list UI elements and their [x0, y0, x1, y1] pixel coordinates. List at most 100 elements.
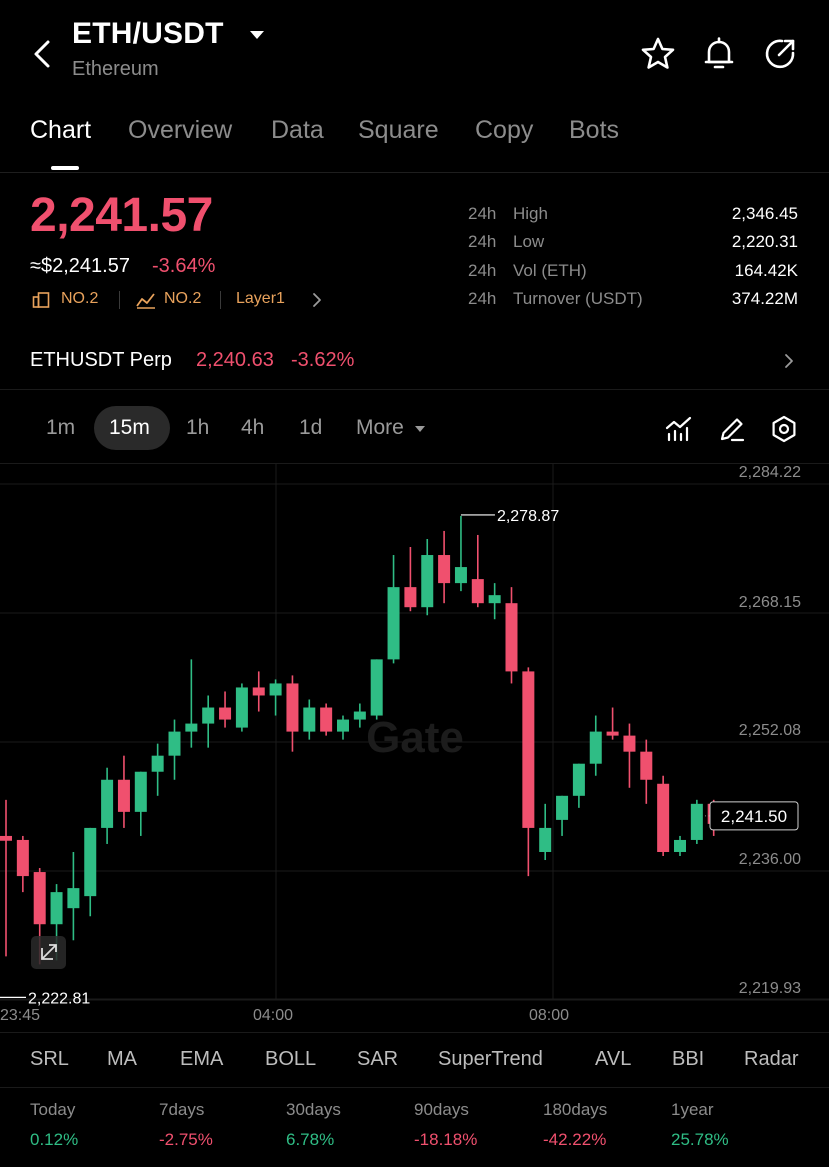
- candle: [235, 683, 248, 732]
- draw-pencil-icon[interactable]: [717, 414, 747, 444]
- indicator-radar[interactable]: Radar: [744, 1048, 799, 1070]
- divider: [0, 1087, 829, 1088]
- divider: [119, 291, 120, 309]
- indicator-avl[interactable]: AVL: [595, 1048, 632, 1070]
- candle: [134, 771, 147, 836]
- candle-body: [623, 735, 636, 752]
- indicator-ema[interactable]: EMA: [180, 1048, 224, 1070]
- candle: [539, 803, 552, 861]
- category-tag[interactable]: Layer1: [236, 290, 285, 307]
- candle-body: [640, 751, 653, 780]
- candle-body: [337, 719, 349, 732]
- candle: [674, 835, 686, 857]
- candle: [640, 739, 653, 804]
- candle: [387, 555, 400, 664]
- tab-overview[interactable]: Overview: [128, 116, 233, 144]
- candle-body: [286, 683, 299, 732]
- candlestick-chart[interactable]: Gate 2,278.87 2,222.81 2,241.50 2,284.22 2…: [0, 464, 829, 1034]
- candle-body: [454, 567, 467, 584]
- volume-rank[interactable]: NO.2: [164, 290, 202, 307]
- stat-period: 24h: [468, 232, 497, 251]
- x-tick: 04:00: [253, 1007, 294, 1024]
- indicator-bbi[interactable]: BBI: [672, 1048, 705, 1070]
- y-tick: 2,252.08: [738, 722, 801, 739]
- candle-body: [370, 659, 383, 716]
- share-icon[interactable]: [762, 36, 798, 72]
- candle: [337, 715, 349, 740]
- caret-down-icon[interactable]: [413, 424, 427, 434]
- active-tab-indicator: [51, 166, 79, 170]
- trend-rank-icon: [136, 293, 155, 309]
- candle: [67, 851, 80, 941]
- indicator-ma[interactable]: MA: [107, 1048, 137, 1070]
- tab-square[interactable]: Square: [358, 116, 439, 144]
- chart-canvas[interactable]: Gate 2,278.87 2,222.81 2,241.50: [0, 464, 829, 1034]
- expand-icon[interactable]: [31, 936, 66, 969]
- candle: [16, 835, 29, 893]
- tab-chart[interactable]: Chart: [30, 116, 92, 144]
- perf-value: 0.12%: [30, 1130, 79, 1149]
- candle: [421, 538, 434, 616]
- indicator-icon[interactable]: [664, 414, 694, 444]
- stat-label-low: Low: [513, 232, 545, 251]
- candle: [219, 691, 232, 728]
- y-tick: 2,236.00: [738, 851, 801, 868]
- candle-body: [657, 783, 670, 852]
- interval-more[interactable]: More: [356, 416, 404, 439]
- candle: [438, 530, 451, 604]
- candle-body: [438, 555, 451, 584]
- candle-body: [556, 795, 569, 820]
- candle: [185, 659, 198, 748]
- indicator-supertrend[interactable]: SuperTrend: [438, 1048, 543, 1070]
- interval-4h[interactable]: 4h: [241, 416, 265, 439]
- perp-change: -3.62%: [291, 349, 355, 371]
- perf-label: 90days: [414, 1100, 469, 1119]
- tab-bots[interactable]: Bots: [569, 116, 620, 144]
- interval-15m[interactable]: 15m: [109, 416, 150, 439]
- x-tick: 23:45: [0, 1007, 41, 1024]
- market-cap-rank[interactable]: NO.2: [61, 290, 99, 307]
- interval-1m[interactable]: 1m: [46, 416, 76, 439]
- chevron-right-icon[interactable]: [311, 292, 323, 308]
- caret-down-icon[interactable]: [248, 28, 266, 42]
- stat-label-vol: Vol (ETH): [513, 261, 587, 280]
- interval-1h[interactable]: 1h: [186, 416, 210, 439]
- candle-body: [421, 555, 434, 608]
- indicator-boll[interactable]: BOLL: [265, 1048, 317, 1070]
- perf-label: 7days: [159, 1100, 205, 1119]
- star-icon[interactable]: [640, 36, 676, 72]
- perp-label[interactable]: ETHUSDT Perp: [30, 349, 172, 371]
- pair-title[interactable]: ETH/USDT: [72, 17, 224, 50]
- candle: [252, 671, 265, 712]
- settings-icon[interactable]: [769, 414, 799, 444]
- interval-1d[interactable]: 1d: [299, 416, 323, 439]
- candle-body: [387, 587, 400, 660]
- back-icon[interactable]: [28, 38, 56, 70]
- candle-body: [33, 872, 46, 925]
- perf-value: 25.78%: [671, 1130, 729, 1149]
- candle: [0, 799, 12, 957]
- candle: [556, 795, 569, 836]
- tab-data[interactable]: Data: [271, 116, 324, 144]
- candle: [522, 667, 535, 877]
- indicator-srl[interactable]: SRL: [30, 1048, 69, 1070]
- candle-body: [488, 595, 501, 604]
- bell-icon[interactable]: [701, 36, 737, 72]
- candle-body: [269, 683, 282, 696]
- candle-body: [522, 671, 535, 828]
- candle: [471, 534, 484, 608]
- candle: [353, 703, 366, 728]
- candle-body: [674, 839, 686, 852]
- tab-copy[interactable]: Copy: [475, 116, 534, 144]
- last-price: 2,241.57: [30, 189, 213, 242]
- perf-value: -18.18%: [414, 1130, 478, 1149]
- y-tick: 2,284.22: [738, 464, 801, 481]
- candle-body: [690, 803, 703, 840]
- candle-body: [168, 731, 181, 756]
- candle: [589, 715, 602, 776]
- candle-body: [235, 687, 248, 728]
- chevron-right-icon[interactable]: [782, 351, 796, 371]
- candle: [84, 827, 97, 917]
- indicator-sar[interactable]: SAR: [357, 1048, 399, 1070]
- stat-period: 24h: [468, 204, 497, 223]
